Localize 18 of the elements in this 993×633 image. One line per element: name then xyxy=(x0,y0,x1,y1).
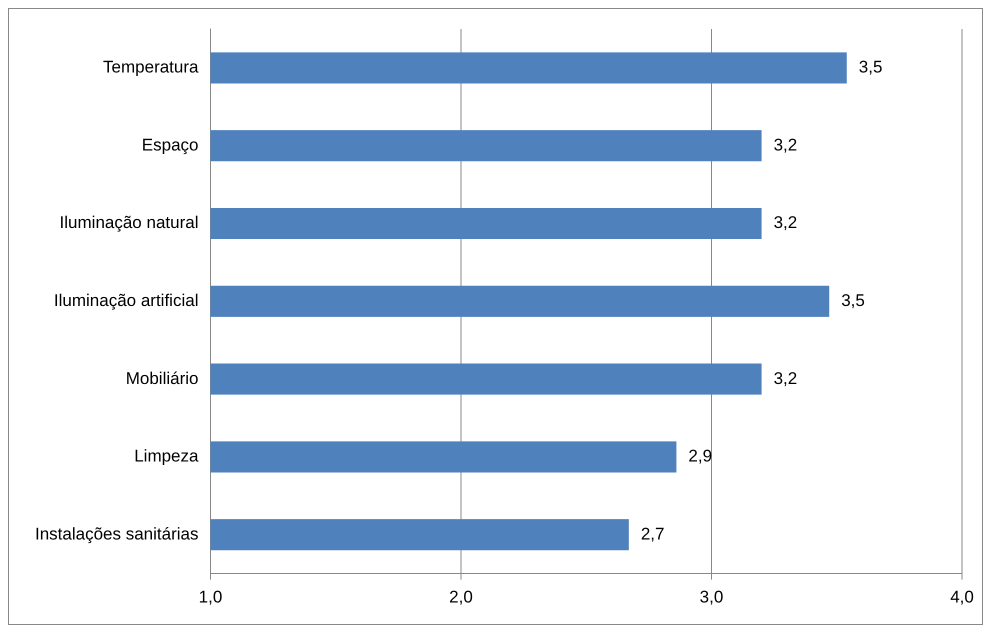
x-tick-label: 1,0 xyxy=(198,587,222,606)
y-tick-label: Instalações sanitárias xyxy=(34,524,198,544)
y-tick-label: Limpeza xyxy=(134,446,200,466)
data-label: 2,7 xyxy=(640,524,664,544)
y-tick-label: Temperatura xyxy=(103,58,200,77)
y-tick-label: Iluminação artificial xyxy=(54,290,198,310)
x-tick-label: 4,0 xyxy=(950,587,974,606)
data-label: 2,9 xyxy=(688,446,712,466)
y-tick-label: Mobiliário xyxy=(126,368,198,388)
data-label: 3,5 xyxy=(841,290,865,310)
x-tick-label: 2,0 xyxy=(449,587,473,606)
data-label: 3,2 xyxy=(774,135,798,154)
y-tick-label: Iluminação natural xyxy=(60,213,198,232)
data-label: 3,2 xyxy=(774,368,798,388)
data-label: 3,2 xyxy=(774,213,798,232)
data-label: 3,5 xyxy=(858,58,882,77)
x-tick-label: 3,0 xyxy=(700,587,724,606)
y-tick-label: Espaço xyxy=(142,135,198,154)
